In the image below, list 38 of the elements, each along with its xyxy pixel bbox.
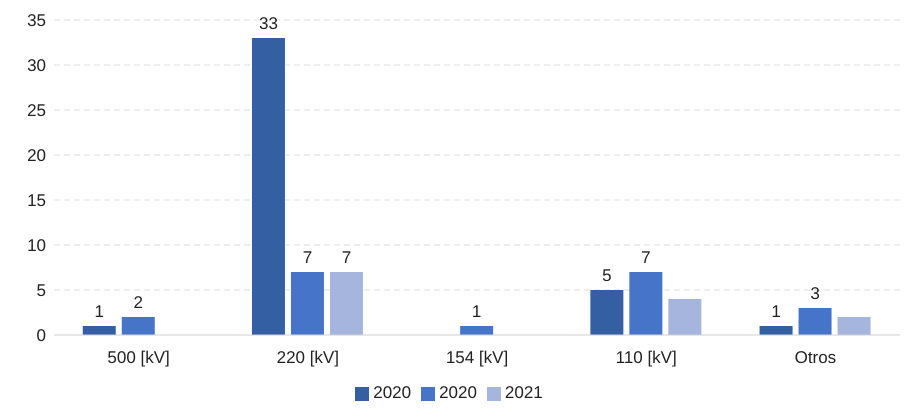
y-tick-label: 30	[27, 56, 46, 76]
data-label: 7	[302, 248, 312, 267]
y-tick-label: 25	[27, 101, 46, 120]
data-label: 3	[810, 284, 820, 303]
bar	[798, 308, 832, 335]
bar	[82, 326, 116, 335]
x-tick-label: 500 [kV]	[107, 348, 170, 368]
y-tick-label: 0	[36, 326, 46, 346]
legend-label: 2020	[439, 383, 477, 402]
legend-label: 2021	[504, 383, 543, 402]
y-tick-label: 10	[27, 236, 46, 256]
x-tick-label: Otros	[794, 348, 836, 368]
bar	[252, 38, 285, 335]
data-label: 2	[134, 293, 143, 312]
data-label: 1	[94, 302, 104, 321]
bar	[460, 326, 494, 335]
bar	[838, 317, 871, 335]
x-tick-label: 110 [kV]	[616, 348, 677, 368]
bar	[760, 326, 793, 335]
bar	[122, 317, 155, 335]
data-label: 7	[641, 248, 651, 267]
y-tick-label: 20	[27, 146, 46, 166]
data-label: 1	[472, 302, 482, 321]
bar	[668, 299, 702, 335]
x-tick-label: 220 [kV]	[276, 348, 339, 368]
data-label: 1	[771, 302, 781, 321]
bar	[629, 272, 662, 335]
data-label: 33	[259, 14, 278, 33]
legend-label: 2020	[373, 383, 412, 402]
bar	[330, 272, 363, 335]
x-tick-label: 154 [kV]	[446, 348, 508, 368]
bar	[290, 272, 324, 335]
data-label: 7	[342, 248, 352, 267]
y-tick-label: 35	[27, 11, 46, 30]
y-tick-label: 5	[36, 281, 46, 300]
y-tick-label: 15	[27, 191, 46, 210]
bar	[590, 290, 624, 335]
data-label: 5	[602, 266, 612, 285]
